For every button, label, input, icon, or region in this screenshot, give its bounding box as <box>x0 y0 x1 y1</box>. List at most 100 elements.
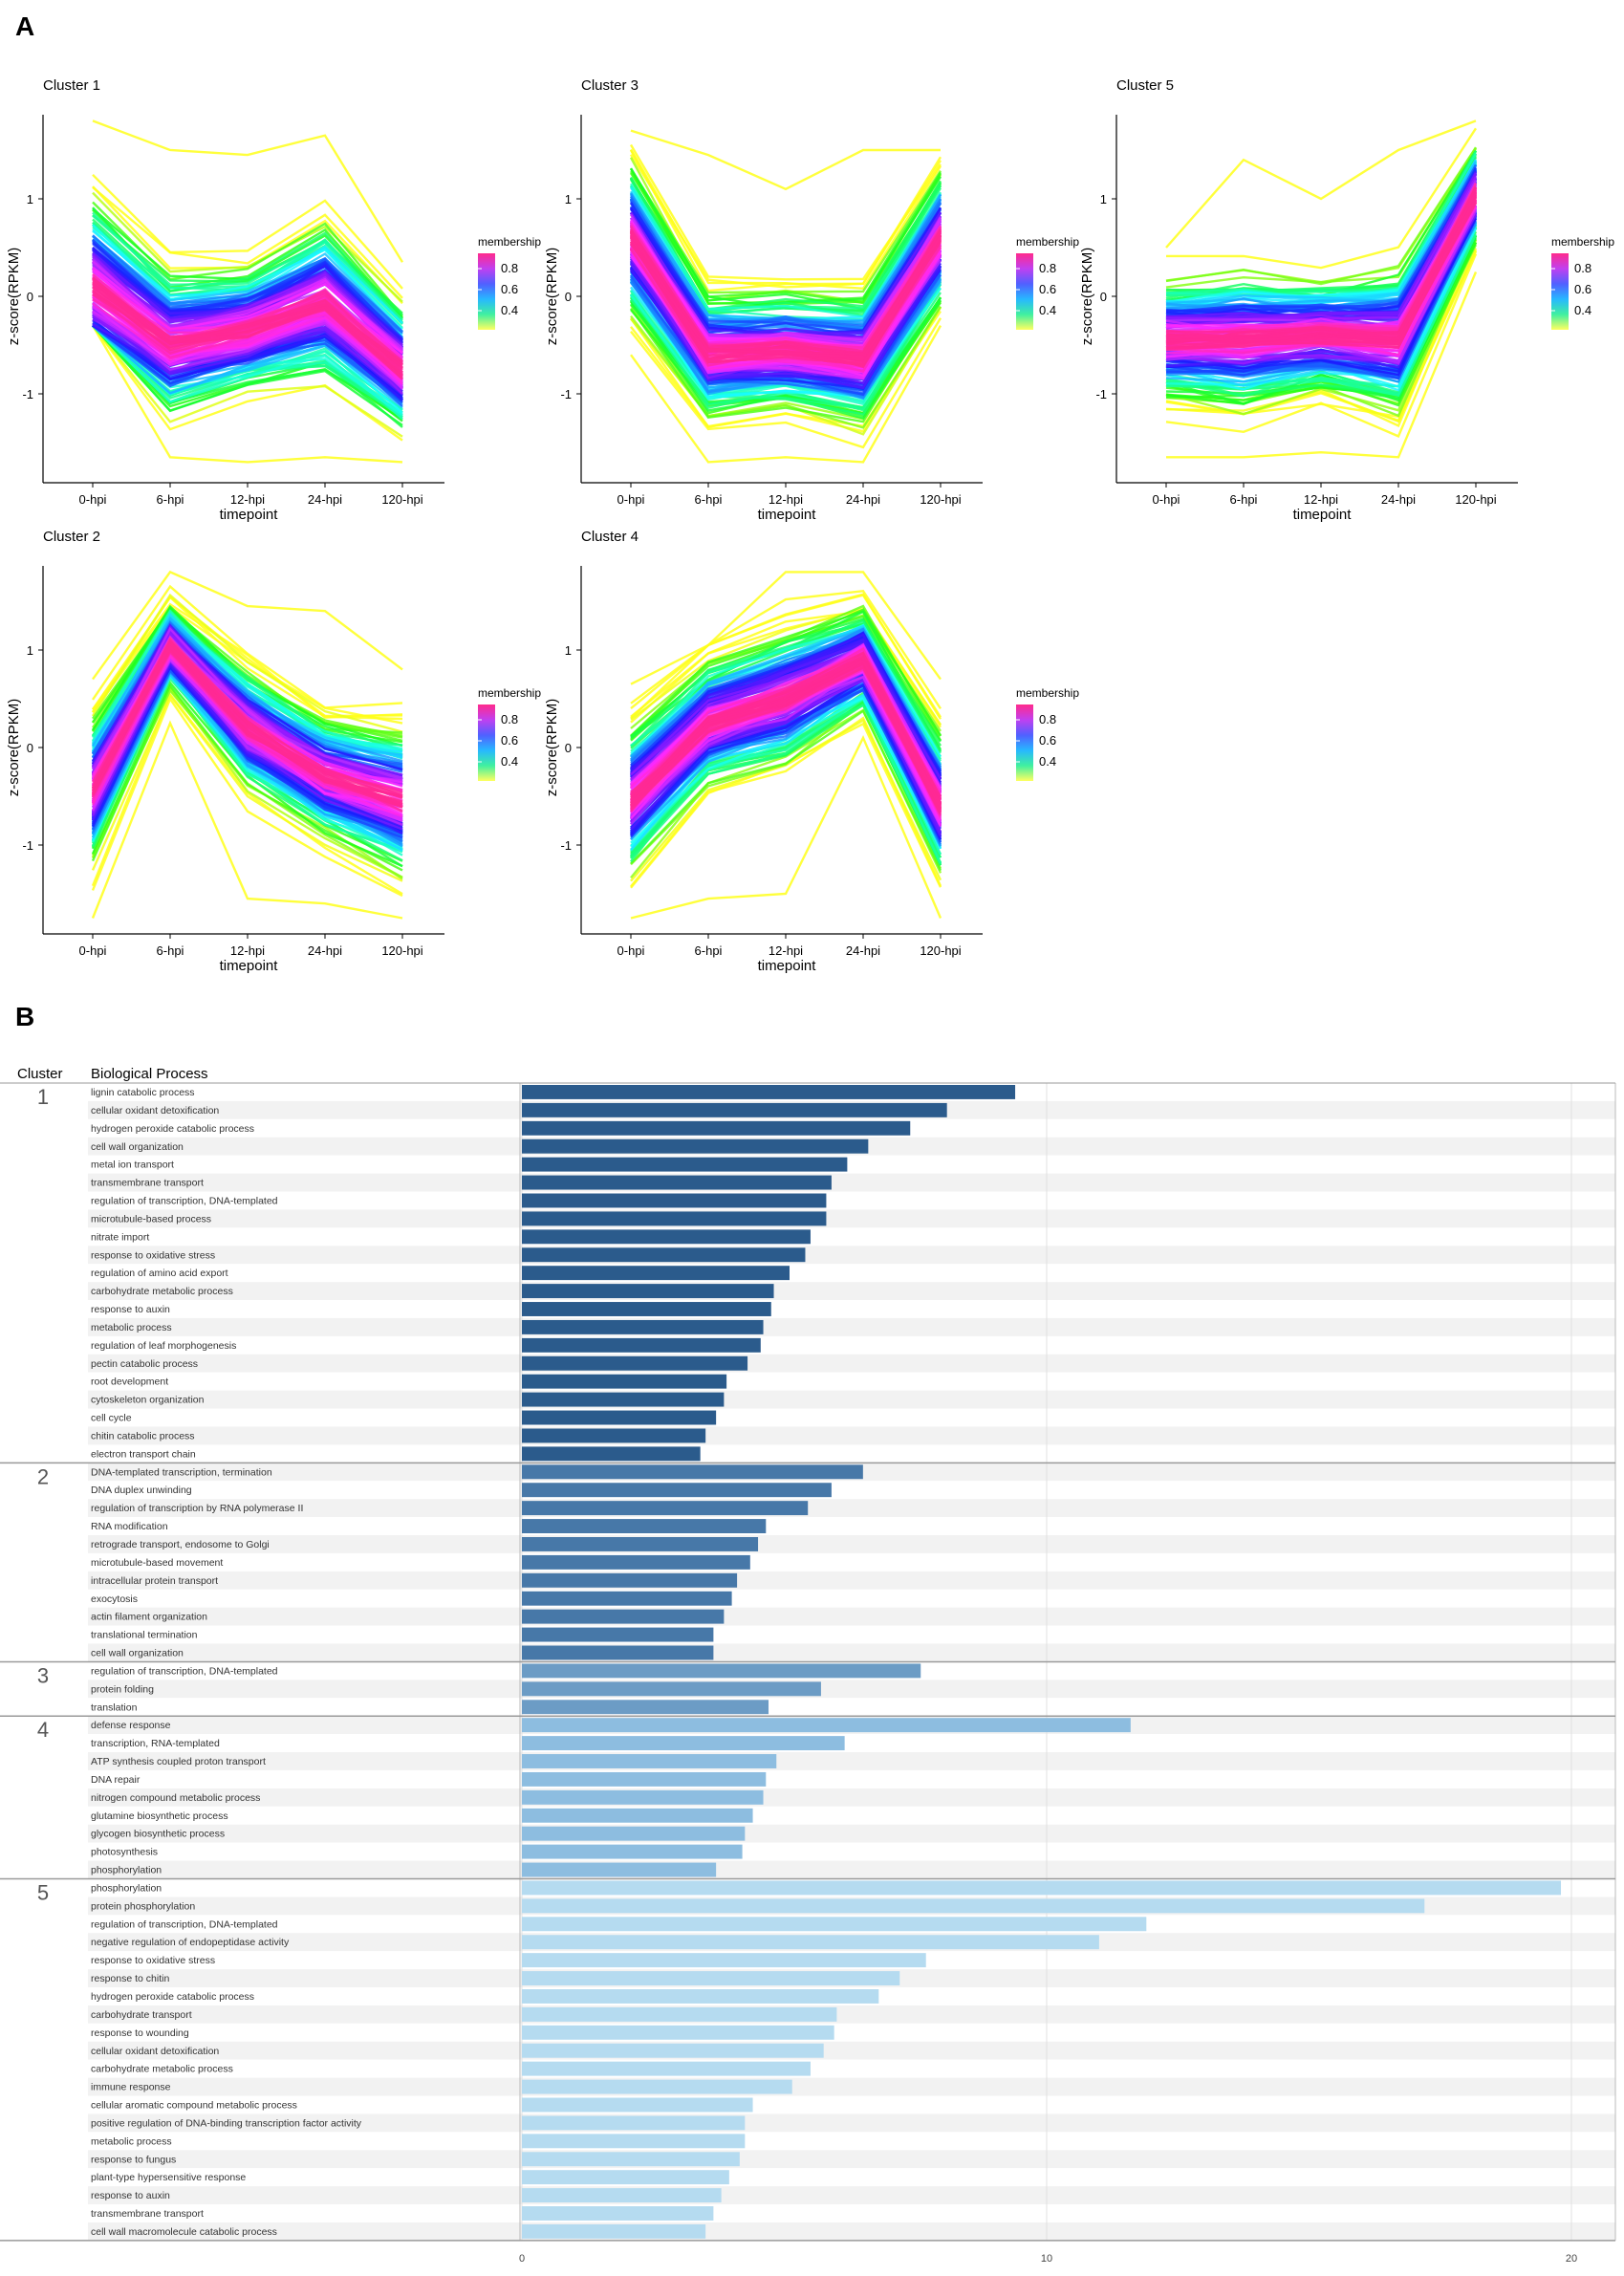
process-label: cell cycle <box>91 1413 132 1424</box>
process-label: hydrogen peroxide catabolic process <box>91 1991 254 2003</box>
row-band <box>88 2150 1615 2169</box>
profile-line <box>92 291 403 376</box>
legend-title: membership <box>1016 686 1079 700</box>
grid <box>88 1083 1616 2241</box>
profile-line <box>630 607 942 726</box>
profile-line <box>629 148 942 291</box>
bar <box>522 1302 771 1316</box>
process-label: immune response <box>91 2082 171 2093</box>
process-label: lignin catabolic process <box>91 1087 195 1098</box>
row-band <box>88 1191 1615 1210</box>
process-label: electron transport chain <box>91 1448 196 1460</box>
x-tick-label: 12-hpi <box>1304 492 1338 507</box>
profile-line <box>1165 248 1478 423</box>
y-axis-title: z-score(RPKM) <box>1079 248 1095 346</box>
bar <box>522 1754 777 1768</box>
x-tick-label: 6-hpi <box>695 492 723 507</box>
row-band <box>88 2095 1615 2114</box>
cluster-number: 5 <box>37 1880 49 1904</box>
cluster-number: 3 <box>37 1663 49 1687</box>
process-label: response to chitin <box>91 1973 169 1984</box>
process-label: protein folding <box>91 1683 154 1695</box>
cluster-title: Cluster 2 <box>43 529 100 545</box>
x-tick-label: 6-hpi <box>157 492 184 507</box>
row-band <box>88 2204 1615 2222</box>
bar <box>522 2223 706 2239</box>
process-label: chitin catabolic process <box>91 1430 195 1441</box>
profile-line <box>91 639 403 809</box>
row-band <box>88 1282 1615 1301</box>
row-band <box>88 2222 1615 2241</box>
bar <box>522 1880 1562 1896</box>
bar <box>522 1410 717 1425</box>
y-tick-label: -1 <box>22 387 33 401</box>
y-axis-title: z-score(RPKM) <box>544 699 560 797</box>
profile-line <box>1165 185 1478 349</box>
profile-line <box>92 191 403 303</box>
bar <box>522 2134 746 2149</box>
bar <box>522 1428 706 1443</box>
process-label: regulation of leaf morphogenesis <box>91 1340 236 1352</box>
row-band <box>88 2186 1615 2205</box>
header-cluster: Cluster <box>17 1066 63 1082</box>
profile-line <box>92 324 403 438</box>
bar <box>522 2043 824 2058</box>
profile-line <box>630 620 942 754</box>
cluster-profile-panels: Cluster 1 1 0 -1 0-hpi 6-hpi 12-hpi 24-hpi 120-h… <box>6 77 1614 974</box>
x-tick-label: 0-hpi <box>1153 492 1180 507</box>
bar <box>522 1917 1147 1932</box>
row-band <box>88 1426 1615 1445</box>
bar <box>522 1718 1131 1733</box>
bar <box>522 2079 792 2094</box>
cluster-panel: Cluster 3 1 0 -1 0-hpi 6-hpi 12-hpi 24-hpi 120-h… <box>544 77 1079 523</box>
profile-line <box>92 324 403 401</box>
profile-line <box>630 235 942 355</box>
y-tick-label: 0 <box>27 290 33 304</box>
row-band <box>88 1589 1615 1608</box>
process-label: response to oxidative stress <box>91 1249 215 1261</box>
x-tick-label: 120-hpi <box>381 943 422 958</box>
row-band <box>88 1842 1615 1861</box>
x-tick-label: 24-hpi <box>308 492 342 507</box>
y-tick-label: 1 <box>1100 192 1107 206</box>
process-label: carbohydrate metabolic process <box>91 1286 233 1297</box>
process-label: regulation of amino acid export <box>91 1268 228 1279</box>
bar <box>522 1519 767 1533</box>
profile-line <box>630 709 942 872</box>
bar <box>522 1609 725 1624</box>
process-label: ATP synthesis coupled proton transport <box>91 1756 266 1767</box>
row-band <box>88 1860 1615 1879</box>
process-label: cellular aromatic compound metabolic pro… <box>91 2100 297 2112</box>
x-tick-label: 6-hpi <box>695 943 723 958</box>
process-label: microtubule-based process <box>91 1213 211 1225</box>
row-band <box>88 1173 1615 1192</box>
x-tick-label: 12-hpi <box>230 492 265 507</box>
row-band <box>88 2059 1615 2078</box>
process-label: intracellular protein transport <box>91 1575 218 1587</box>
legend-title: membership <box>1551 235 1614 249</box>
bar <box>522 1266 790 1281</box>
legend-colorbar <box>1016 253 1033 330</box>
row-band <box>88 1264 1615 1283</box>
y-tick-label: 0 <box>1100 290 1107 304</box>
row-band <box>88 1300 1615 1318</box>
row-band <box>88 1408 1615 1427</box>
process-label: cytoskeleton organization <box>91 1395 205 1406</box>
bar <box>522 1627 714 1642</box>
row-band <box>88 1317 1615 1336</box>
process-label: retrograde transport, endosome to Golgi <box>91 1539 270 1550</box>
y-tick-label: 1 <box>27 192 33 206</box>
row-band <box>88 1552 1615 1572</box>
bar <box>522 2025 834 2040</box>
process-label: response to oxidative stress <box>91 1955 215 1966</box>
y-axis-title: z-score(RPKM) <box>6 699 22 797</box>
process-label: carbohydrate transport <box>91 2009 192 2021</box>
legend-colorbar <box>478 253 495 330</box>
row-band <box>88 1390 1615 1409</box>
bar <box>522 1898 1425 1914</box>
profile-line <box>91 593 403 733</box>
process-label: cell wall organization <box>91 1141 184 1153</box>
profile-line <box>92 173 403 290</box>
row-band <box>88 1607 1615 1626</box>
legend-colorbar <box>1016 704 1033 781</box>
